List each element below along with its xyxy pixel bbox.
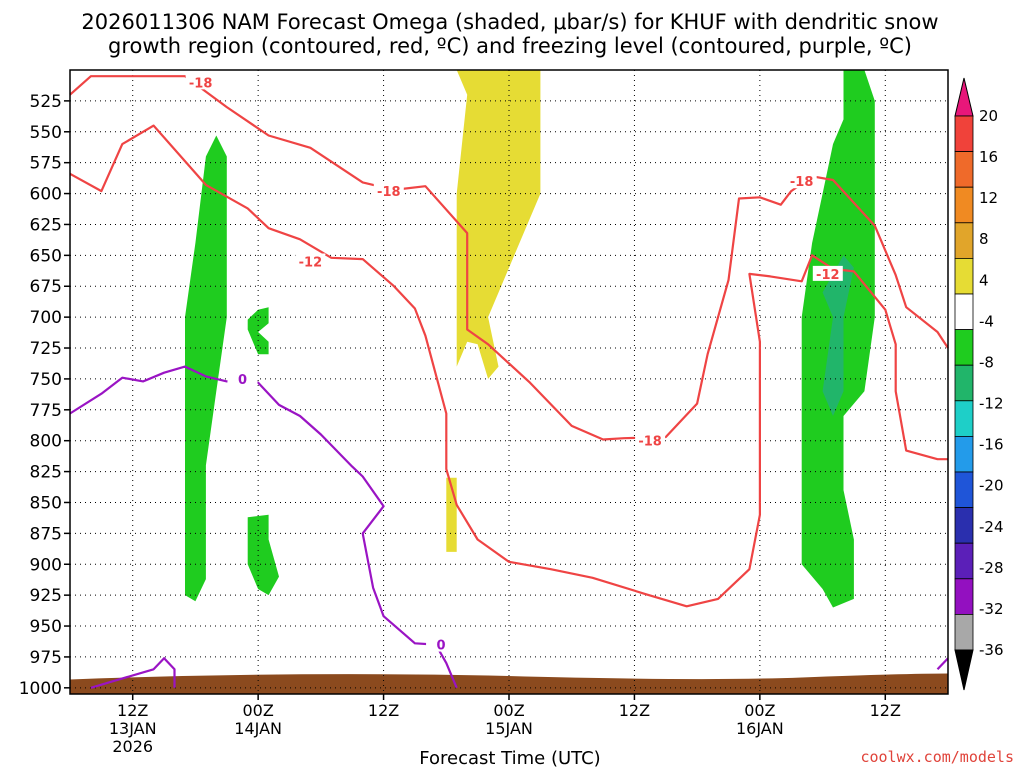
x-tick-label-3-0: 00Z (493, 701, 524, 720)
contour-label-bg-3 (786, 173, 817, 189)
colorbar-swatch-2 (954, 151, 974, 188)
colorbar-swatch-6 (954, 293, 974, 330)
y-tick-label-600: 600 (30, 185, 62, 205)
colorbar-swatch-1 (954, 115, 974, 152)
omega-region-4 (822, 255, 854, 416)
contour-line-4 (936, 657, 949, 671)
colorbar-label--12: -12 (979, 395, 1004, 413)
contour-label-6: 0 (238, 373, 247, 388)
y-tick-label-1000: 1000 (19, 679, 62, 699)
x-tick-label-4-0: 12Z (619, 701, 650, 720)
x-tick-label-0-0: 12Z (117, 701, 148, 720)
colorbar-label--24: -24 (979, 518, 1004, 536)
colorbar-swatch-11 (954, 471, 974, 508)
contour-line-0 (69, 75, 949, 441)
contour-label-2: -18 (638, 435, 662, 450)
y-tick-label-875: 875 (30, 524, 62, 544)
x-tick-label-6-0: 12Z (870, 701, 901, 720)
contour-label-0: -18 (189, 76, 213, 91)
y-tick-label-650: 650 (30, 246, 62, 266)
contour-label-bg-5 (812, 265, 843, 281)
omega-region-0 (185, 135, 227, 602)
colorbar-top-arrow (954, 77, 974, 117)
contour-label-bg-6 (227, 370, 258, 386)
x-tick-label-5-1: 16JAN (736, 719, 784, 738)
y-tick-label-850: 850 (30, 493, 62, 513)
y-tick-label-925: 925 (30, 586, 62, 606)
colorbar-swatch-5 (954, 257, 974, 295)
contour-label-bg-1 (373, 183, 404, 199)
colorbar-swatch-8 (954, 364, 974, 402)
contour-line-2 (69, 365, 458, 689)
colorbar-label--36: -36 (979, 641, 1004, 659)
chart-title-line2: growth region (contoured, red, ºC) and f… (108, 34, 912, 58)
colorbar-label-12: 12 (979, 189, 998, 207)
y-tick-label-950: 950 (30, 617, 62, 637)
y-tick-label-550: 550 (30, 123, 62, 143)
y-tick-label-575: 575 (30, 154, 62, 174)
y-tick-label-825: 825 (30, 463, 62, 483)
contour-label-7: 0 (437, 639, 446, 654)
colorbar-swatch-7 (954, 329, 974, 366)
contour-label-bg-7 (426, 636, 457, 652)
colorbar: 20 16 12 8 4 -4 -8 -12 -16 -20 -24 -28 -32 -36 (954, 77, 1004, 691)
colorbar-label-16: 16 (979, 148, 998, 166)
colorbar-label--28: -28 (979, 559, 1004, 577)
x-tick-label-0-1: 13JAN (109, 719, 157, 738)
colorbar-swatch-12 (954, 507, 974, 544)
y-tick-label-700: 700 (30, 308, 62, 328)
colorbar-swatch-3 (954, 186, 974, 224)
contour-label-bg-4 (295, 253, 326, 269)
x-tick-label-3-1: 15JAN (485, 719, 533, 738)
y-tick-label-975: 975 (30, 648, 62, 668)
credit-text[interactable]: coolwx.com/models (860, 748, 1014, 766)
colorbar-label--8: -8 (979, 353, 994, 371)
plot-area: -18 -18 -18 -18 -12 -12 0 0 525 550 575 600 625 650 67… (19, 69, 949, 756)
colorbar-bottom-arrow (954, 649, 974, 691)
colorbar-swatch-13 (954, 542, 974, 580)
colorbar-label--32: -32 (979, 600, 1004, 618)
y-tick-label-900: 900 (30, 555, 62, 575)
y-tick-label-750: 750 (30, 370, 62, 390)
terrain (70, 673, 948, 694)
chart-title-line1: 2026011306 NAM Forecast Omega (shaded, μ… (81, 10, 938, 34)
x-axis-title: Forecast Time (UTC) (419, 748, 600, 768)
colorbar-label-20: 20 (979, 107, 998, 125)
contour-line-1 (69, 124, 948, 608)
colorbar-label--20: -20 (979, 477, 1004, 495)
y-tick-label-800: 800 (30, 432, 62, 452)
x-tick-label-0-2: 2026 (112, 737, 153, 756)
y-tick-label-775: 775 (30, 401, 62, 421)
colorbar-swatch-9 (954, 400, 974, 437)
x-tick-label-2-0: 12Z (368, 701, 399, 720)
colorbar-swatch-15 (954, 614, 974, 651)
omega-region-5 (456, 70, 541, 379)
colorbar-label--16: -16 (979, 436, 1004, 454)
contour-label-bg-2 (635, 432, 666, 448)
colorbar-label-4: 4 (979, 271, 989, 289)
x-tick-label-5-0: 00Z (744, 701, 775, 720)
omega-region-2 (247, 514, 279, 596)
x-tick-label-1-0: 00Z (242, 701, 273, 720)
colorbar-swatch-4 (954, 222, 974, 259)
y-tick-label-725: 725 (30, 339, 62, 359)
contour-label-4: -12 (299, 256, 323, 271)
colorbar-swatch-14 (954, 578, 974, 615)
y-tick-label-625: 625 (30, 215, 62, 235)
colorbar-label-8: 8 (979, 230, 989, 248)
contour-label-bg-0 (185, 74, 216, 90)
colorbar-swatch-10 (954, 435, 974, 473)
contour-label-3: -18 (790, 175, 814, 190)
y-tick-label-675: 675 (30, 277, 62, 297)
colorbar-label--4: -4 (979, 312, 994, 330)
y-tick-label-525: 525 (30, 92, 62, 112)
contour-line-3 (90, 657, 176, 689)
contour-label-5: -12 (816, 268, 840, 283)
x-tick-label-1-1: 14JAN (234, 719, 282, 738)
contour-label-1: -18 (377, 185, 401, 200)
